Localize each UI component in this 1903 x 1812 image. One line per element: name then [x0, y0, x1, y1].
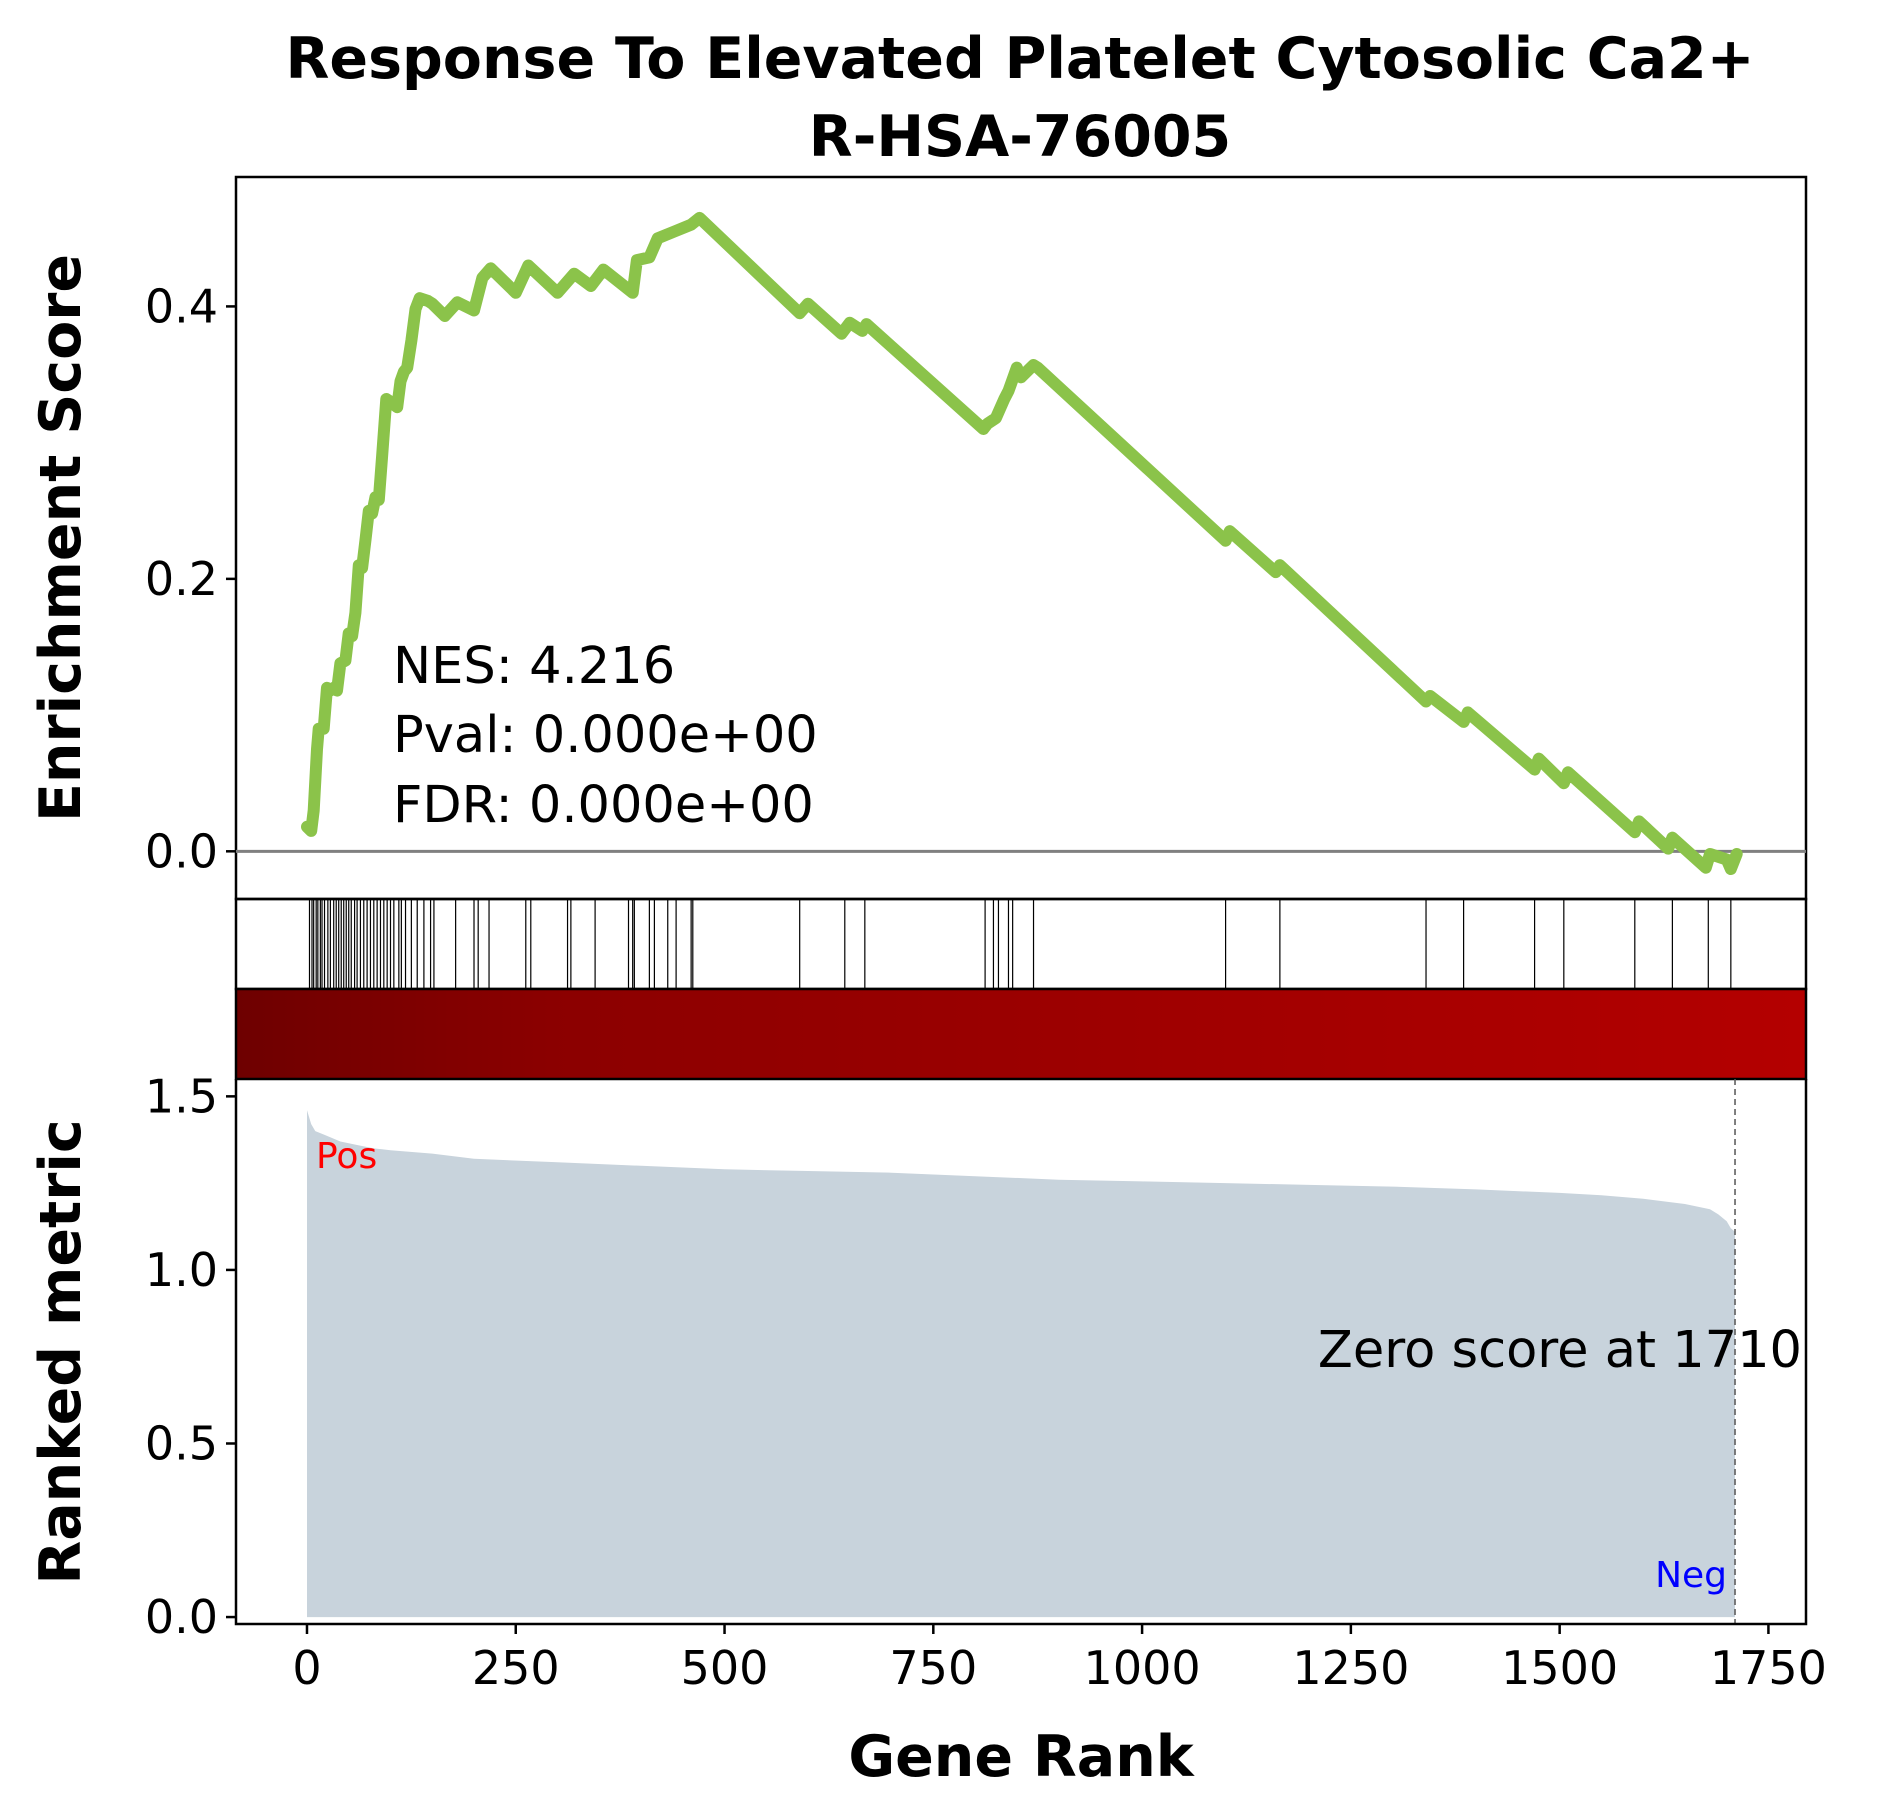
- xtick-label: 250: [472, 1641, 560, 1695]
- metric-ytick-label: 0.0: [145, 1590, 218, 1644]
- es-y-ticks: 0.0 0.2 0.4: [145, 279, 236, 878]
- es-ytick-label: 0.0: [145, 824, 218, 878]
- pos-label: Pos: [316, 1136, 377, 1177]
- chart-title-line1: Response To Elevated Platelet Cytosolic …: [286, 26, 1755, 92]
- pval-label: Pval: 0.000e+00: [393, 706, 818, 765]
- zero-score-label: Zero score at 1710: [1318, 1321, 1802, 1380]
- xtick-label: 0: [292, 1641, 321, 1695]
- fdr-label: FDR: 0.000e+00: [393, 776, 814, 835]
- xtick-label: 1750: [1710, 1641, 1827, 1695]
- rank-heatbar: [236, 989, 1806, 1079]
- neg-label: Neg: [1655, 1555, 1727, 1596]
- xtick-label: 1250: [1292, 1641, 1409, 1695]
- heatbar-panel: [234, 987, 1808, 1081]
- metric-ytick-label: 1.5: [145, 1069, 218, 1123]
- metric-ytick-label: 0.5: [145, 1416, 218, 1470]
- metric-y-axis-label: Ranked metric: [28, 1119, 94, 1584]
- es-ytick-label: 0.4: [145, 279, 218, 333]
- hits-panel-frame: [234, 897, 1808, 991]
- xtick-label: 500: [681, 1641, 769, 1695]
- xtick-label: 750: [889, 1641, 977, 1695]
- es-y-axis-label: Enrichment Score: [28, 254, 94, 822]
- x-axis-ticks: 0 250 500 750 1000 1250 1500 1750: [292, 1624, 1827, 1695]
- metric-y-ticks: 0.0 0.5 1.0 1.5: [145, 1069, 236, 1644]
- x-axis-label: Gene Rank: [848, 1724, 1194, 1790]
- chart-title-line2: R-HSA-76005: [809, 104, 1231, 170]
- ranked-metric-area: [307, 1110, 1735, 1618]
- es-ytick-label: 0.2: [145, 552, 218, 606]
- xtick-label: 1500: [1501, 1641, 1618, 1695]
- heatbar-frame: [234, 987, 1808, 1081]
- es-panel: 0.0 0.2 0.4 NES: 4.216 Pval: 0.000e+00 FDR…: [145, 175, 1808, 901]
- metric-ytick-label: 1.0: [145, 1243, 218, 1297]
- gene-hit-markers: [308, 899, 1732, 989]
- enrichment-score-line: [301, 211, 1743, 875]
- xtick-label: 1000: [1084, 1641, 1201, 1695]
- metric-panel-frame: [234, 1079, 1808, 1626]
- metric-panel: 0.0 0.5 1.0 1.5 Pos Neg Zero score at 1710: [145, 1069, 1808, 1644]
- nes-label: NES: 4.216: [393, 637, 675, 696]
- hits-panel: [234, 897, 1808, 991]
